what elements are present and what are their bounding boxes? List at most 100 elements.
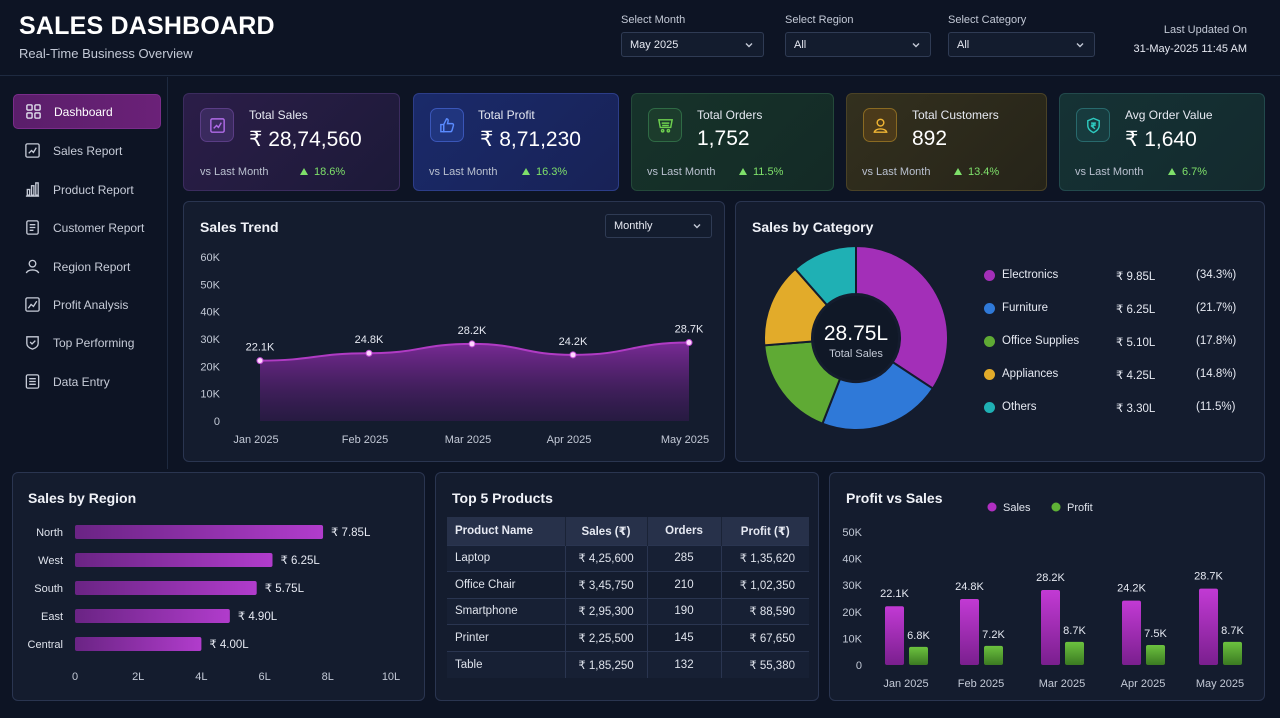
legend-item[interactable]: Office Supplies ₹ 5.10L (17.8%) bbox=[984, 335, 1254, 349]
table-cell: Office Chair bbox=[447, 571, 566, 598]
table-cell: ₹ 67,650 bbox=[721, 624, 809, 651]
x-tick-label: Jan 2025 bbox=[233, 434, 278, 446]
bar-sales[interactable] bbox=[960, 599, 979, 665]
data-label: ₹ 4.90L bbox=[238, 611, 278, 623]
legend-item[interactable]: Electronics ₹ 9.85L (34.3%) bbox=[984, 269, 1254, 283]
sidebar-item-dashboard[interactable]: Dashboard bbox=[13, 94, 161, 129]
y-tick-label: 40K bbox=[200, 307, 220, 319]
category-filter-label: Select Category bbox=[948, 14, 1027, 26]
period-select[interactable]: Monthly bbox=[605, 214, 712, 238]
sidebar-item-label: Sales Report bbox=[53, 143, 123, 158]
bar-sales[interactable] bbox=[1041, 589, 1060, 665]
table-cell: 210 bbox=[647, 571, 722, 598]
y-tick-label: 40K bbox=[842, 554, 862, 566]
pie-slice[interactable] bbox=[821, 360, 935, 431]
month-filter: Select Month May 2025 bbox=[621, 14, 764, 57]
sidebar-item-product-report[interactable]: Product Report bbox=[13, 172, 161, 207]
x-tick-label: May 2025 bbox=[661, 434, 709, 446]
kpi-value: ₹ 8,71,230 bbox=[480, 128, 581, 151]
table-cell: ₹ 88,590 bbox=[721, 597, 809, 625]
column-header: Profit (₹) bbox=[721, 517, 809, 545]
x-tick-label: Feb 2025 bbox=[342, 434, 388, 446]
bar-sales[interactable] bbox=[885, 606, 904, 665]
y-tick-label: 0 bbox=[214, 416, 220, 428]
thumbs-up-icon bbox=[430, 108, 464, 142]
table-cell: ₹ 3,45,750 bbox=[565, 571, 648, 598]
month-filter-label: Select Month bbox=[621, 14, 686, 26]
legend-swatch bbox=[984, 303, 995, 314]
pie-slice[interactable] bbox=[793, 244, 857, 307]
data-point[interactable] bbox=[685, 339, 693, 347]
bar-profit[interactable] bbox=[1146, 645, 1165, 665]
profit-vs-sales-chart: 0 10K 20K 30K 40K 50K Sales Profit 22.1K 6.8K Jan … bbox=[842, 502, 1244, 690]
top-products-table: Product Name Sales (₹) Orders Profit (₹)… bbox=[447, 517, 809, 678]
kpi-card-total-customers: Total Customers 892 vs Last Month 13.4% bbox=[846, 93, 1047, 191]
region-filter: Select Region All bbox=[785, 14, 931, 57]
bar[interactable] bbox=[75, 637, 202, 651]
kpi-delta-value: 18.6% bbox=[314, 166, 346, 178]
column-header: Orders bbox=[647, 517, 722, 545]
y-tick-label: North bbox=[36, 527, 63, 539]
y-tick-label: 60K bbox=[200, 252, 220, 264]
user-icon bbox=[863, 108, 897, 142]
legend-swatch bbox=[1051, 502, 1061, 512]
y-tick-label: 10K bbox=[200, 389, 220, 401]
table-cell: 132 bbox=[647, 650, 722, 678]
data-point[interactable] bbox=[365, 349, 373, 357]
sidebar-item-sales-report[interactable]: Sales Report bbox=[13, 133, 161, 168]
user-icon bbox=[25, 259, 40, 274]
legend-name: Profit bbox=[1067, 502, 1093, 514]
bar-profit[interactable] bbox=[984, 645, 1003, 665]
sidebar-item-label: Region Report bbox=[53, 259, 131, 274]
legend-swatch bbox=[984, 336, 995, 347]
bar[interactable] bbox=[75, 525, 324, 539]
legend-item[interactable]: Others ₹ 3.30L (11.5%) bbox=[984, 401, 1254, 415]
sales-trend-title: Sales Trend bbox=[200, 219, 279, 235]
legend-item[interactable]: Furniture ₹ 6.25L (21.7%) bbox=[984, 302, 1254, 316]
last-updated-value: 31-May-2025 11:45 AM bbox=[1133, 43, 1247, 55]
region-select[interactable]: All bbox=[785, 32, 931, 57]
y-tick-label: 10K bbox=[842, 633, 862, 645]
area-fill bbox=[260, 342, 689, 421]
bar-profit[interactable] bbox=[909, 646, 928, 665]
data-label: 28.7K bbox=[675, 324, 704, 336]
category-select[interactable]: All bbox=[948, 32, 1095, 57]
sales-by-category-panel: Sales by Category 28.75L Total Sales Elec… bbox=[735, 201, 1265, 462]
x-tick-label: 4L bbox=[195, 671, 207, 683]
bar-sales[interactable] bbox=[1199, 588, 1218, 665]
sidebar-item-data-entry[interactable]: Data Entry bbox=[13, 364, 161, 399]
kpi-value: ₹ 1,640 bbox=[1125, 128, 1197, 151]
sidebar-item-top-performing[interactable]: Top Performing bbox=[13, 325, 161, 360]
bar-profit[interactable] bbox=[1223, 641, 1242, 665]
bar[interactable] bbox=[75, 581, 257, 595]
legend-value: ₹ 5.10L bbox=[1116, 337, 1156, 349]
month-select-value: May 2025 bbox=[630, 38, 679, 51]
kpi-comparison: vs Last Month bbox=[647, 166, 716, 178]
kpi-card-total-sales: Total Sales ₹ 28,74,560 vs Last Month 18… bbox=[183, 93, 400, 191]
data-point[interactable] bbox=[468, 340, 476, 348]
bar-chart-icon bbox=[25, 182, 40, 197]
pie-slice[interactable] bbox=[855, 244, 949, 390]
sidebar-item-profit-analysis[interactable]: Profit Analysis bbox=[13, 287, 161, 322]
data-point[interactable] bbox=[256, 357, 264, 365]
data-label: 8.7K bbox=[1221, 625, 1244, 637]
data-label: 28.2K bbox=[1036, 572, 1065, 584]
bar[interactable] bbox=[75, 553, 273, 567]
x-tick-label: Mar 2025 bbox=[1039, 678, 1085, 690]
cart-icon bbox=[648, 108, 682, 142]
month-select[interactable]: May 2025 bbox=[621, 32, 764, 57]
table-cell: ₹ 1,02,350 bbox=[721, 571, 809, 598]
table-row: Smartphone ₹ 2,95,300 190 ₹ 88,590 bbox=[447, 597, 809, 625]
legend-value: ₹ 3.30L bbox=[1116, 403, 1156, 415]
bar-profit[interactable] bbox=[1065, 641, 1084, 665]
bar-sales[interactable] bbox=[1122, 600, 1141, 665]
region-filter-label: Select Region bbox=[785, 14, 854, 26]
bar[interactable] bbox=[75, 609, 230, 623]
sidebar-item-label: Customer Report bbox=[53, 220, 145, 235]
sidebar-item-region-report[interactable]: Region Report bbox=[13, 249, 161, 284]
data-point[interactable] bbox=[569, 351, 577, 359]
kpi-delta: 16.3% bbox=[522, 166, 567, 178]
sidebar-item-customer-report[interactable]: Customer Report bbox=[13, 210, 161, 245]
up-arrow-icon bbox=[522, 168, 530, 175]
legend-item[interactable]: Appliances ₹ 4.25L (14.8%) bbox=[984, 368, 1254, 382]
